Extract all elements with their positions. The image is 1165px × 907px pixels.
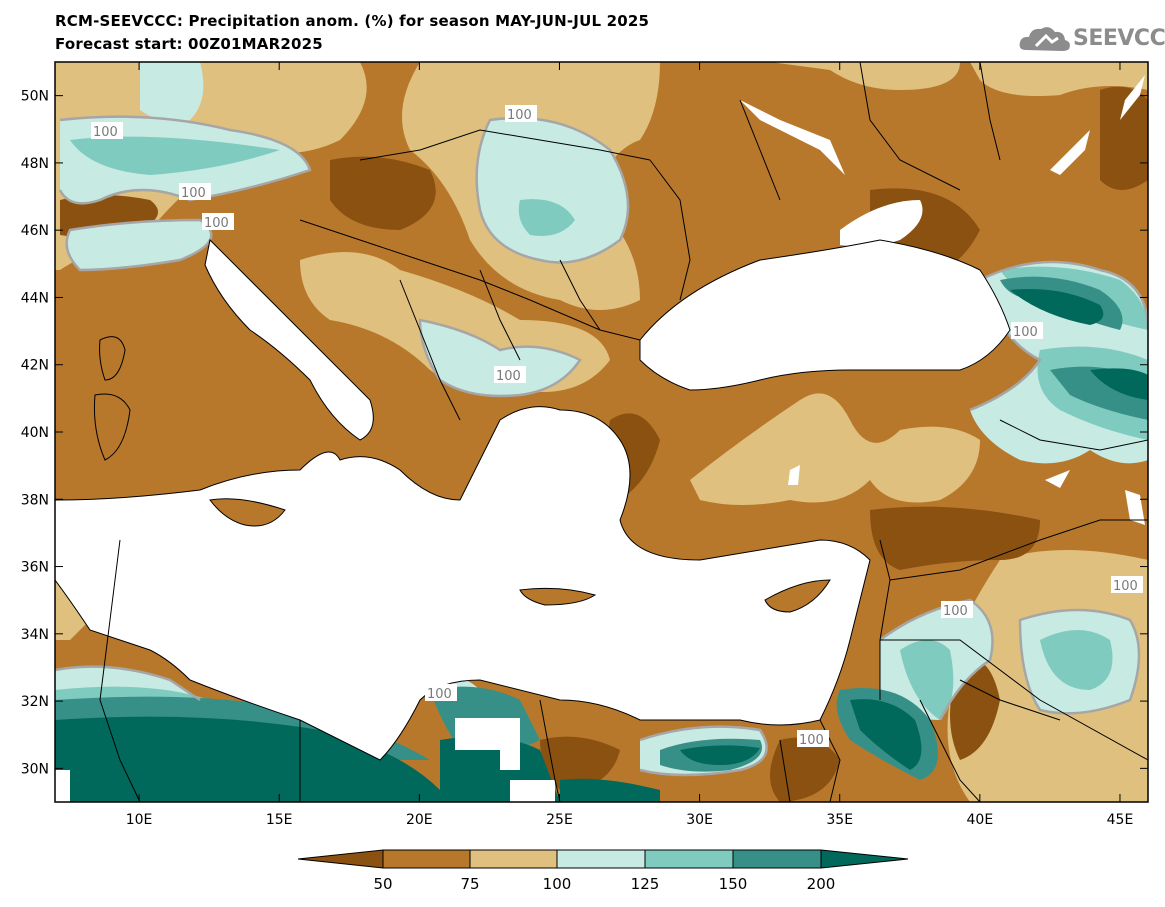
contour-label-100: 100	[427, 687, 452, 702]
colorbar-outline	[297, 849, 909, 869]
contour-label-100: 100	[507, 108, 532, 123]
contour-label-100: 100	[496, 369, 521, 384]
contour-label-100: 100	[204, 216, 229, 231]
lat-tick-label: 32N	[21, 694, 49, 710]
lat-tick-label: 50N	[21, 89, 49, 105]
colorbar-swatch	[557, 850, 645, 868]
colorbar-swatch	[645, 850, 733, 868]
lat-tick-label: 44N	[21, 290, 49, 306]
lat-tick-label: 36N	[21, 560, 49, 576]
lat-tick-label: 42N	[21, 358, 49, 374]
logo-text: SEEVCCC	[1073, 26, 1165, 51]
seevccc-logo: SEEVCCC	[1018, 20, 1165, 58]
lon-tick-label: 10E	[126, 812, 153, 828]
colorbar-swatch	[733, 850, 821, 868]
lon-tick-label: 30E	[686, 812, 713, 828]
contour-labels: 100 100 100 100 100 100 100 100 100 100	[91, 105, 1143, 748]
latitude-axis: 50N 48N 46N 44N 42N 40N 38N 36N 34N 32N 30N	[21, 89, 1148, 777]
contour-label-100: 100	[181, 186, 206, 201]
colorbar-swatch	[383, 850, 470, 868]
colorbar-swatch	[470, 850, 557, 868]
contour-label-100: 100	[799, 733, 824, 748]
lon-tick-label: 40E	[967, 812, 994, 828]
lon-tick-label: 20E	[406, 812, 433, 828]
colorbar-label: 200	[807, 875, 836, 893]
colorbar-lower-extension	[298, 850, 383, 868]
lat-tick-label: 40N	[21, 425, 49, 441]
lon-tick-label: 25E	[546, 812, 573, 828]
lon-tick-label: 45E	[1107, 812, 1134, 828]
coastlines	[55, 62, 1148, 802]
lat-tick-label: 38N	[21, 492, 49, 508]
contour-label-100: 100	[1113, 579, 1138, 594]
colorbar-label: 50	[373, 875, 392, 893]
sea-mask	[55, 75, 1145, 802]
contour-label-100: 100	[93, 125, 118, 140]
lat-tick-label: 46N	[21, 223, 49, 239]
map-field: 100 100 100 100 100 100 100 100 100 100	[55, 62, 1148, 802]
lat-tick-label: 30N	[21, 761, 49, 777]
colorbar-label: 125	[631, 875, 660, 893]
colorbar-label: 150	[719, 875, 748, 893]
colorbar: 50 75 100 125 150 200	[297, 849, 909, 893]
colorbar-upper-extension	[821, 850, 908, 868]
forecast-start-label: Forecast start: 00Z01MAR2025	[55, 35, 323, 53]
lat-tick-label: 48N	[21, 156, 49, 172]
colorbar-label: 75	[460, 875, 479, 893]
cloud-logo-icon	[1019, 27, 1070, 51]
colorbar-label: 100	[543, 875, 572, 893]
lon-tick-label: 35E	[826, 812, 853, 828]
longitude-axis: 10E 15E 20E 25E 30E 35E 40E 45E	[126, 62, 1134, 828]
lat-tick-label: 34N	[21, 627, 49, 643]
contour-label-100: 100	[1013, 325, 1038, 340]
lon-tick-label: 15E	[266, 812, 293, 828]
contour-label-100: 100	[943, 604, 968, 619]
chart-title: RCM-SEEVCCC: Precipitation anom. (%) for…	[55, 12, 650, 30]
